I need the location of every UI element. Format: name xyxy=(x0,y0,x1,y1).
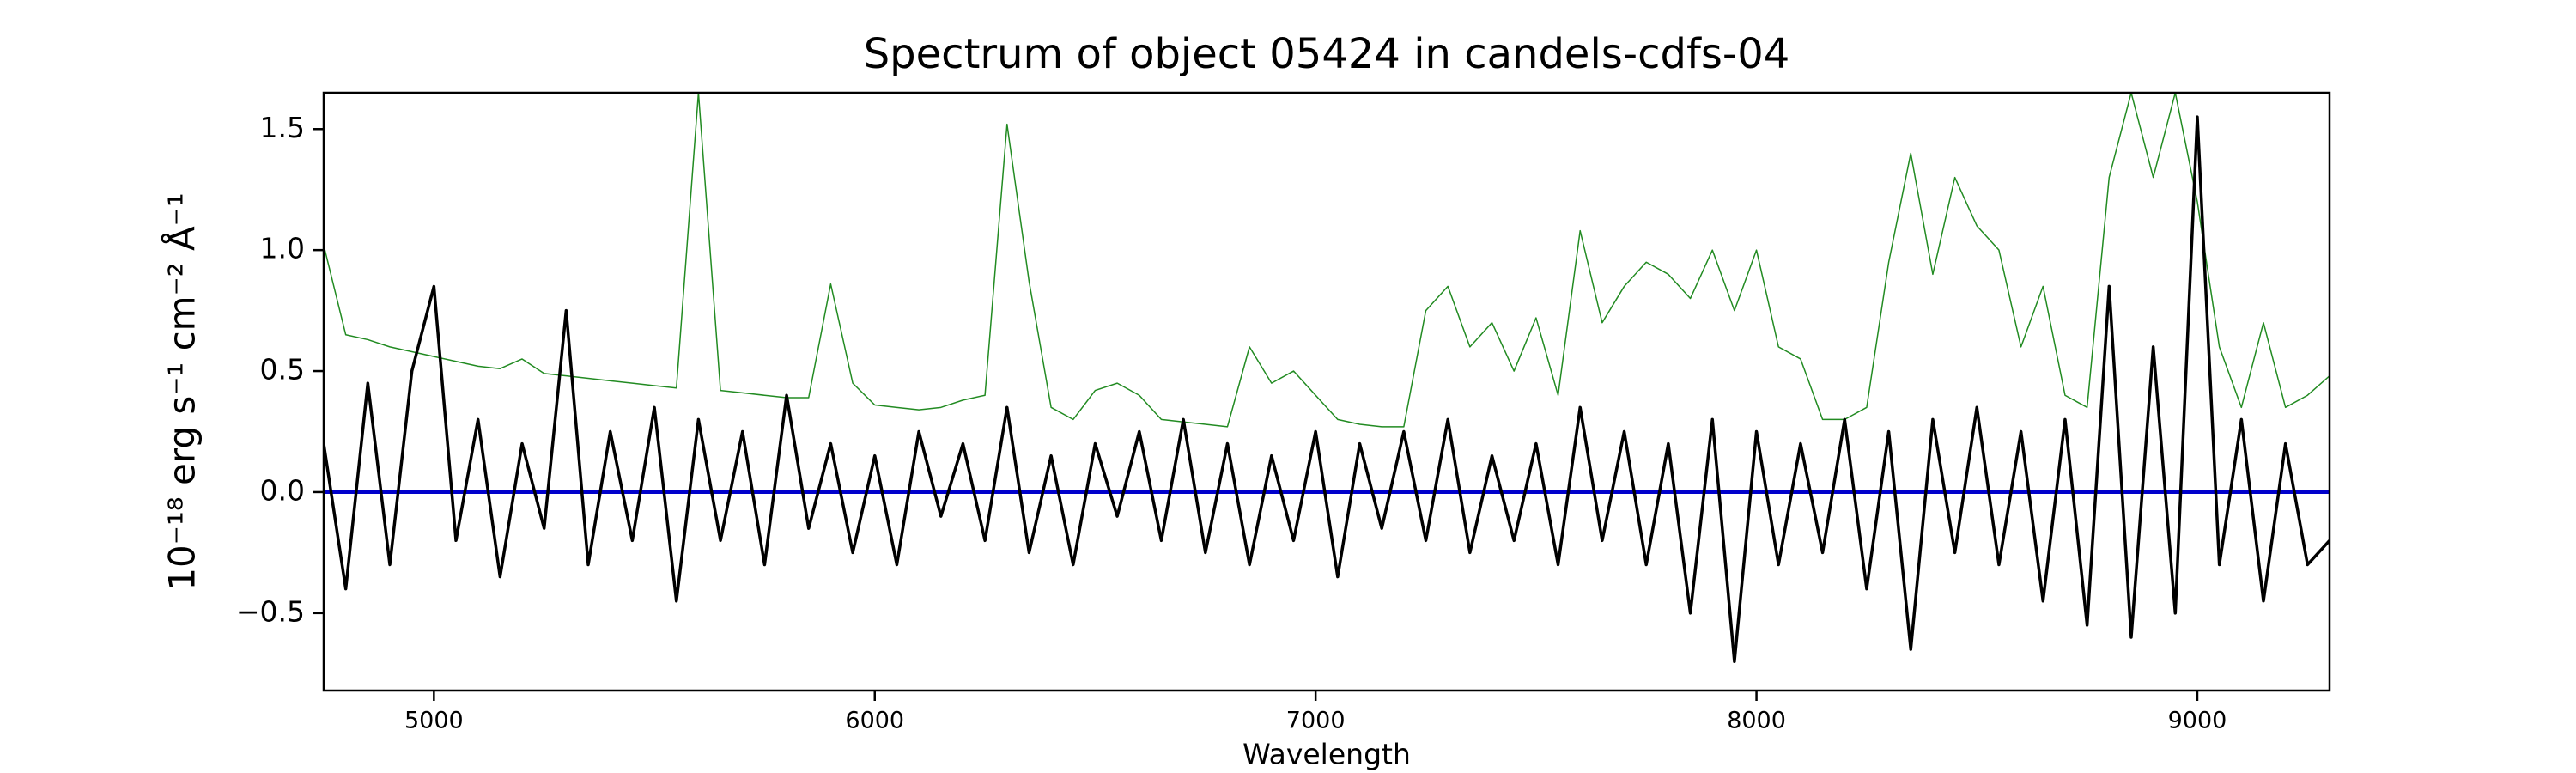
plot-area xyxy=(324,93,2330,663)
spectrum-line xyxy=(324,93,2330,428)
x-tick-label: 6000 xyxy=(845,708,904,734)
y-tick-label: 1.5 xyxy=(260,111,305,144)
plot-frame xyxy=(322,91,2331,692)
x-tick-label: 7000 xyxy=(1286,708,1346,734)
x-tick-label: 9000 xyxy=(2168,708,2227,734)
x-tick-label: 5000 xyxy=(404,708,464,734)
chart-title: Spectrum of object 05424 in candels-cdfs… xyxy=(864,30,1790,78)
y-tick-label: 0.5 xyxy=(260,353,305,386)
y-tick-label: −0.5 xyxy=(236,594,305,628)
x-tick-label: 8000 xyxy=(1727,708,1786,734)
spectrum-line xyxy=(324,115,2330,663)
y-tick-label: 1.0 xyxy=(260,232,305,265)
y-tick-label: 0.0 xyxy=(260,473,305,507)
x-axis-label: Wavelength xyxy=(1242,738,1411,771)
y-axis-label: 10⁻¹⁸ erg s⁻¹ cm⁻² Å⁻¹ xyxy=(161,192,204,590)
